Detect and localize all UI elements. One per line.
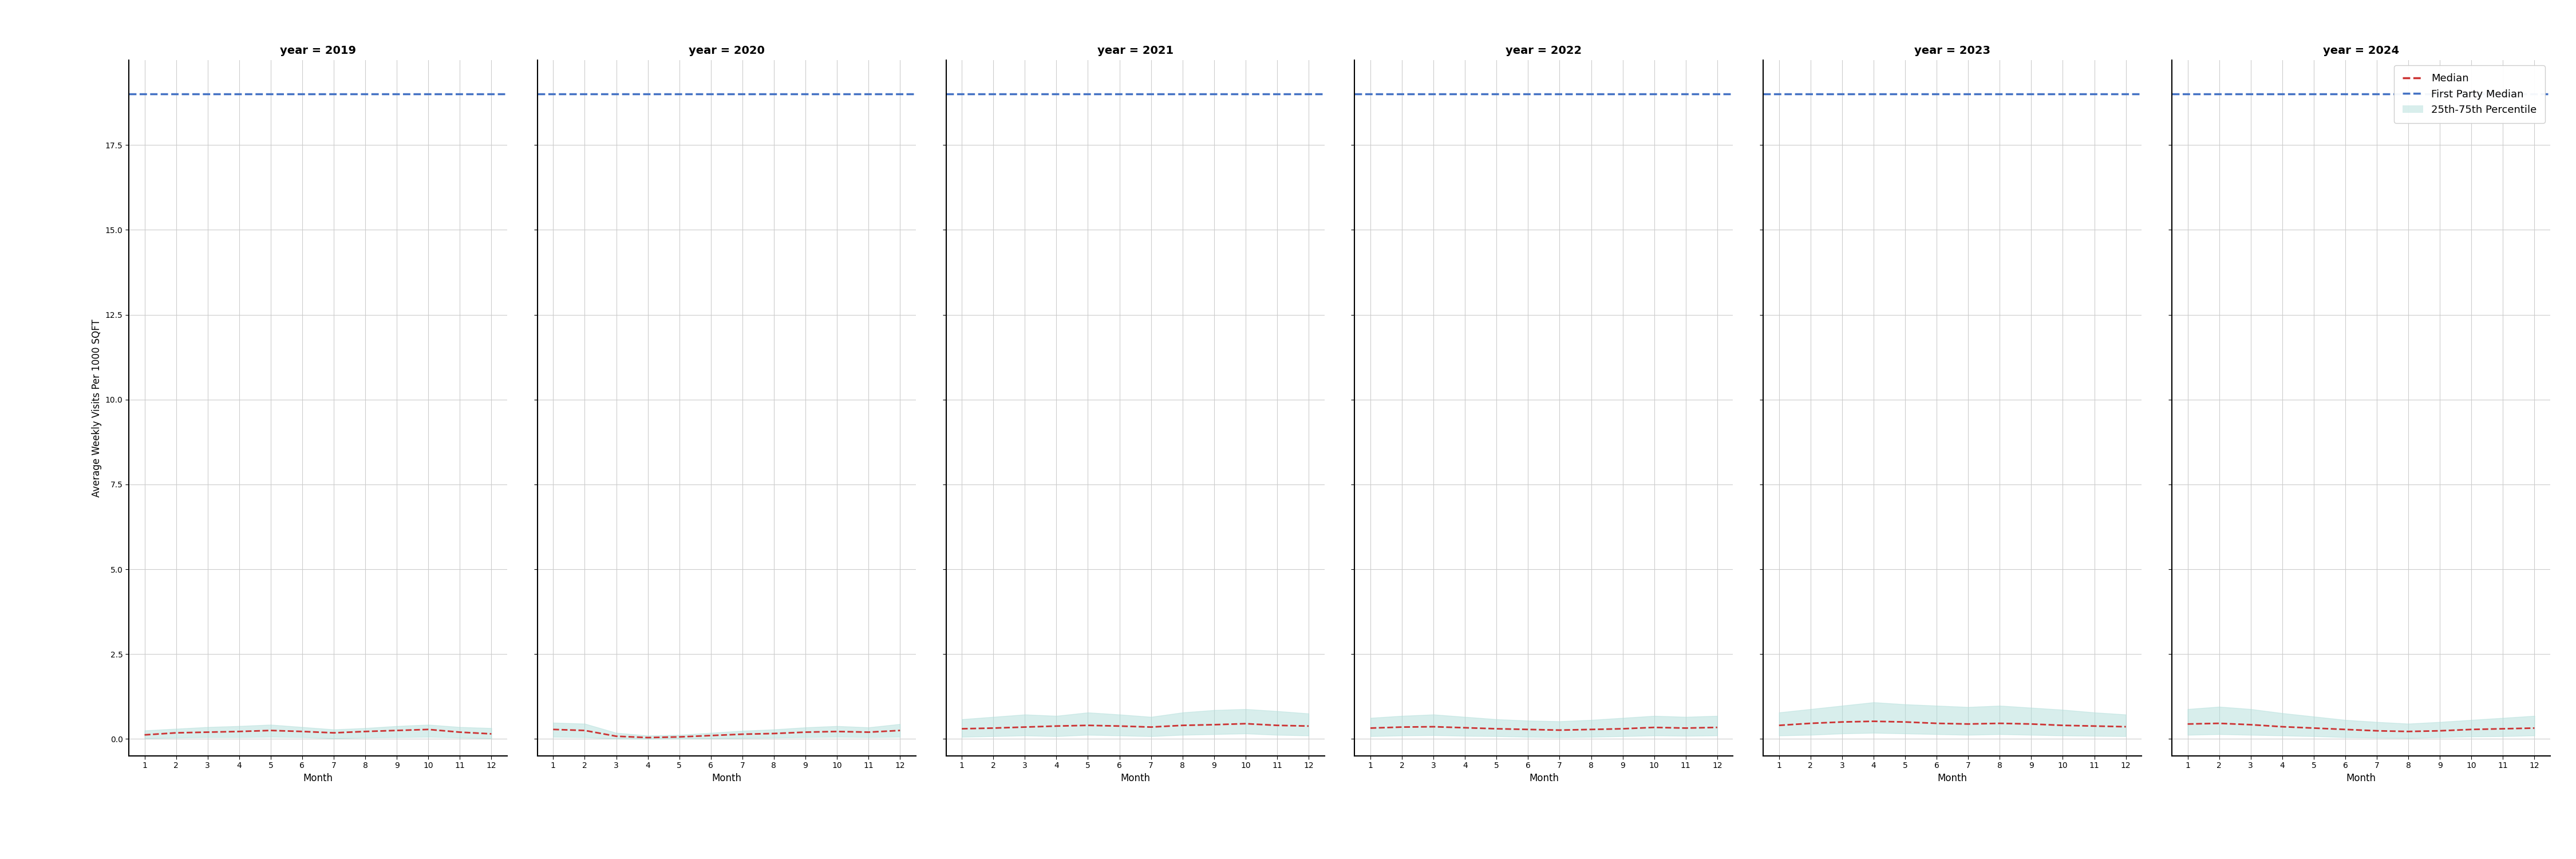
Title: year = 2024: year = 2024 [2324, 46, 2398, 56]
Title: year = 2023: year = 2023 [1914, 46, 1991, 56]
Title: year = 2022: year = 2022 [1507, 46, 1582, 56]
Legend: Median, First Party Median, 25th-75th Percentile: Median, First Party Median, 25th-75th Pe… [2393, 65, 2545, 123]
Title: year = 2021: year = 2021 [1097, 46, 1172, 56]
Title: year = 2019: year = 2019 [281, 46, 355, 56]
Title: year = 2020: year = 2020 [688, 46, 765, 56]
X-axis label: Month: Month [1121, 773, 1149, 783]
X-axis label: Month: Month [1937, 773, 1968, 783]
Y-axis label: Average Weekly Visits Per 1000 SQFT: Average Weekly Visits Per 1000 SQFT [93, 319, 103, 497]
X-axis label: Month: Month [711, 773, 742, 783]
X-axis label: Month: Month [2347, 773, 2375, 783]
X-axis label: Month: Month [1530, 773, 1558, 783]
X-axis label: Month: Month [304, 773, 332, 783]
